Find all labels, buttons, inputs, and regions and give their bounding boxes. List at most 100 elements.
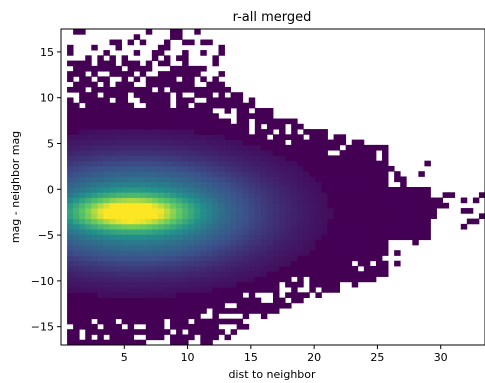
heatmap-cell bbox=[121, 60, 129, 67]
heatmap-cell bbox=[145, 118, 153, 125]
heatmap-cell bbox=[309, 260, 316, 267]
heatmap-cell bbox=[115, 44, 122, 51]
heatmap-cell bbox=[109, 281, 116, 288]
heatmap-cell bbox=[145, 318, 153, 325]
heatmap-cell bbox=[248, 302, 256, 309]
heatmap-cell bbox=[91, 339, 98, 346]
heatmap-cell bbox=[248, 150, 256, 156]
heatmap-cell bbox=[182, 287, 189, 293]
heatmap-cell bbox=[115, 165, 122, 172]
heatmap-cell bbox=[157, 229, 165, 235]
heatmap-cell bbox=[145, 292, 153, 298]
heatmap-cell bbox=[176, 250, 183, 256]
heatmap-cell bbox=[115, 202, 122, 209]
heatmap-cell bbox=[91, 329, 98, 335]
heatmap-cell bbox=[309, 281, 316, 288]
heatmap-cell bbox=[230, 144, 238, 151]
heatmap-cell bbox=[218, 250, 225, 256]
heatmap-cell bbox=[388, 234, 395, 241]
heatmap-cell bbox=[163, 150, 171, 156]
heatmap-cell bbox=[91, 239, 98, 246]
heatmap-cell bbox=[79, 181, 86, 188]
heatmap-cell bbox=[333, 181, 341, 188]
heatmap-cell bbox=[182, 239, 189, 246]
heatmap-cell bbox=[448, 192, 456, 198]
heatmap-cell bbox=[297, 123, 304, 130]
heatmap-cell bbox=[109, 239, 116, 246]
heatmap-cell bbox=[121, 281, 129, 288]
heatmap-cell bbox=[97, 76, 104, 83]
heatmap-cell bbox=[133, 287, 141, 293]
heatmap-cell bbox=[212, 171, 219, 177]
heatmap-cell bbox=[170, 276, 177, 283]
heatmap-cell bbox=[242, 302, 250, 309]
heatmap-cell bbox=[242, 271, 250, 277]
heatmap-cell bbox=[194, 155, 201, 162]
heatmap-cell bbox=[309, 187, 316, 193]
heatmap-cell bbox=[236, 208, 244, 214]
heatmap-cell bbox=[200, 65, 207, 72]
heatmap-cell bbox=[230, 197, 238, 204]
heatmap-cell bbox=[188, 292, 195, 298]
heatmap-cell bbox=[133, 223, 141, 230]
heatmap-cell bbox=[212, 250, 219, 256]
heatmap-cell bbox=[254, 239, 262, 246]
heatmap-cell bbox=[97, 176, 104, 183]
heatmap-cell bbox=[163, 255, 171, 262]
heatmap-cell bbox=[194, 65, 201, 72]
heatmap-cell bbox=[418, 208, 425, 214]
heatmap-cell bbox=[133, 34, 141, 40]
heatmap-cell bbox=[79, 76, 86, 83]
heatmap-cell bbox=[109, 297, 116, 304]
heatmap-cell bbox=[279, 202, 286, 209]
heatmap-cell bbox=[218, 171, 225, 177]
heatmap-cell bbox=[351, 160, 359, 167]
heatmap-cell bbox=[266, 108, 274, 114]
heatmap-cell bbox=[206, 134, 213, 140]
heatmap-cell bbox=[345, 260, 353, 267]
heatmap-cell bbox=[127, 123, 135, 130]
heatmap-cell bbox=[194, 250, 201, 256]
heatmap-cell bbox=[345, 213, 353, 219]
heatmap-cell bbox=[236, 108, 244, 114]
heatmap-cell bbox=[157, 192, 165, 198]
heatmap-cell bbox=[133, 155, 141, 162]
heatmap-cell bbox=[157, 218, 165, 225]
heatmap-cell bbox=[333, 239, 341, 246]
heatmap-cell bbox=[188, 81, 195, 88]
heatmap-cell bbox=[218, 218, 225, 225]
heatmap-cell bbox=[309, 139, 316, 146]
heatmap-cell bbox=[170, 86, 177, 93]
heatmap-cell bbox=[79, 339, 86, 346]
heatmap-cell bbox=[176, 218, 183, 225]
heatmap-cell bbox=[321, 223, 328, 230]
heatmap-cell bbox=[333, 139, 341, 146]
heatmap-cell bbox=[188, 108, 195, 114]
heatmap-cell bbox=[67, 155, 74, 162]
heatmap-cell bbox=[157, 92, 165, 98]
heatmap-cell bbox=[248, 171, 256, 177]
heatmap-cell bbox=[297, 139, 304, 146]
heatmap-cell bbox=[333, 144, 341, 151]
heatmap-cell bbox=[85, 313, 92, 320]
heatmap-cell bbox=[115, 329, 122, 335]
heatmap-cell bbox=[236, 139, 244, 146]
heatmap-cell bbox=[79, 97, 86, 104]
heatmap-cell bbox=[127, 202, 135, 209]
heatmap-cell bbox=[85, 187, 92, 193]
heatmap-cell bbox=[139, 139, 147, 146]
heatmap-cell bbox=[266, 129, 274, 135]
heatmap-cell bbox=[400, 197, 407, 204]
heatmap-cell bbox=[188, 255, 195, 262]
heatmap-cell bbox=[212, 313, 219, 320]
heatmap-cell bbox=[145, 208, 153, 214]
heatmap-cell bbox=[218, 134, 225, 140]
heatmap-cell bbox=[260, 276, 268, 283]
heatmap-cell bbox=[194, 165, 201, 172]
heatmap-cell bbox=[176, 65, 183, 72]
heatmap-cell bbox=[182, 76, 189, 83]
heatmap-cell bbox=[163, 176, 171, 183]
heatmap-cell bbox=[103, 97, 110, 104]
heatmap-cell bbox=[145, 218, 153, 225]
heatmap-cell bbox=[170, 218, 177, 225]
